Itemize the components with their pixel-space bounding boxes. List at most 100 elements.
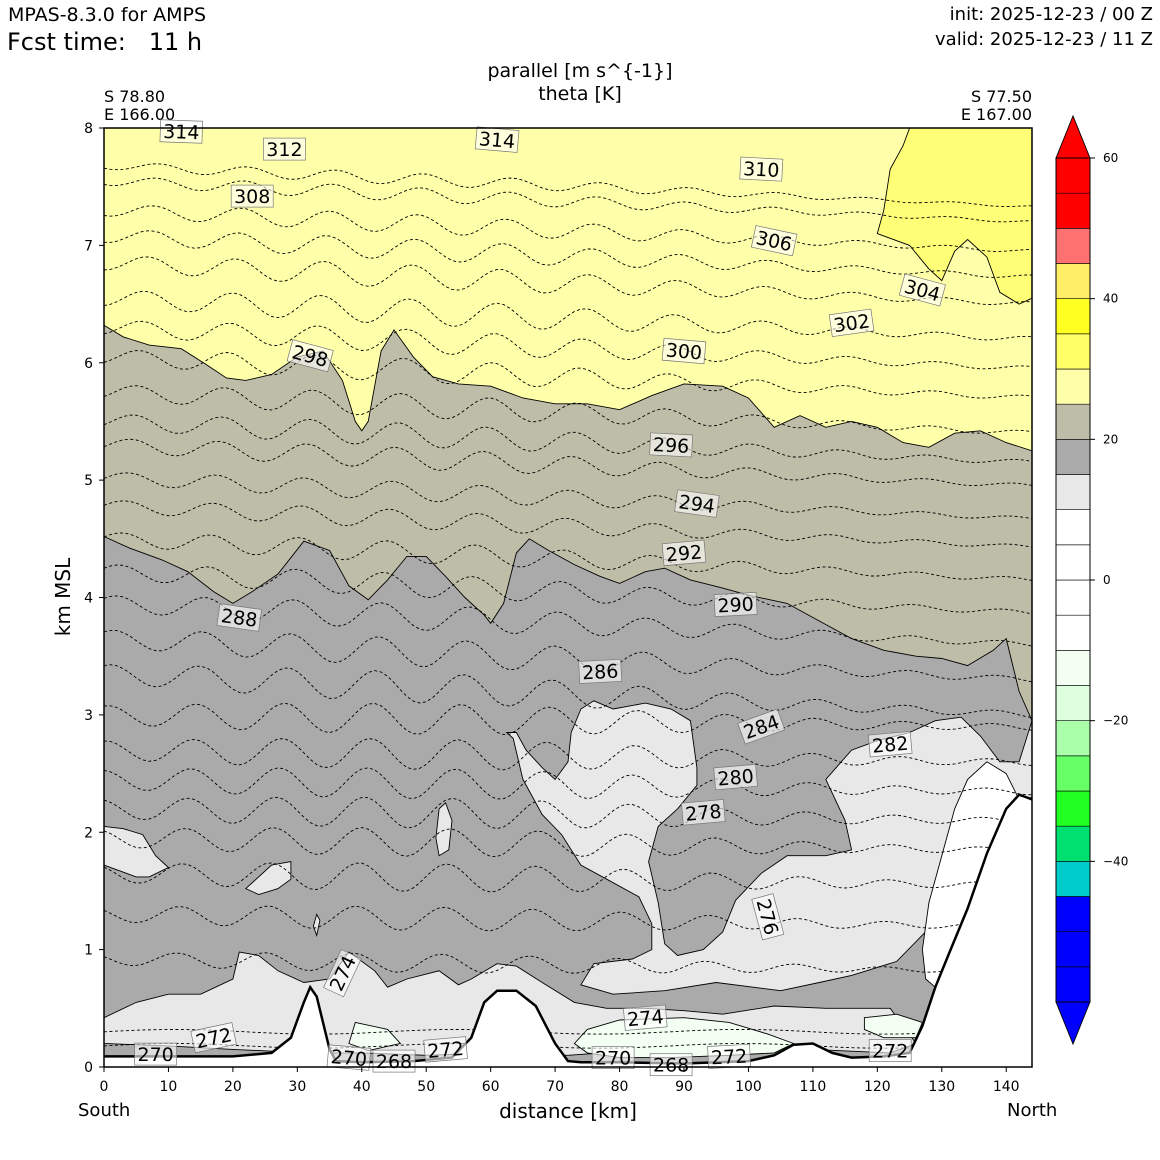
forecast-time-value: 11 h xyxy=(148,28,203,56)
theta-label: 290 xyxy=(713,592,758,618)
south-label: South xyxy=(78,1100,131,1121)
theta-contour-line xyxy=(104,629,1032,683)
theta-contour-line xyxy=(104,230,1032,278)
theta-label-box xyxy=(867,731,913,758)
chart-title-parallel: parallel [m s^{-1}] xyxy=(487,60,673,82)
forecast-time-label: Fcst time: xyxy=(7,28,126,56)
theta-label-text: 280 xyxy=(717,766,755,791)
forecast-time: Fcst time: 11 h xyxy=(7,28,202,56)
theta-label: 314 xyxy=(474,126,520,153)
theta-label-text: 274 xyxy=(626,1006,664,1031)
colorbar-tick-label: 0 xyxy=(1103,573,1111,587)
x-tick-label: 70 xyxy=(546,1079,564,1095)
colorbar-tick-label: 40 xyxy=(1103,292,1118,306)
theta-label-text: 270 xyxy=(137,1044,173,1066)
theta-label: 268 xyxy=(649,1053,693,1077)
theta-label: 278 xyxy=(681,799,726,826)
theta-label: 274 xyxy=(623,1004,668,1031)
theta-label: 272 xyxy=(423,1036,468,1063)
end-latitude: S 77.50 xyxy=(970,87,1032,106)
theta-contour-line xyxy=(104,862,1032,893)
theta-contour-line xyxy=(104,350,1032,399)
theta-label: 282 xyxy=(867,731,913,758)
theta-label-text: 292 xyxy=(665,541,703,566)
y-tick-label: 1 xyxy=(84,943,93,959)
region-light-green-west xyxy=(348,1021,402,1052)
theta-label-text: 290 xyxy=(717,594,754,618)
theta-contour-line xyxy=(104,320,1032,370)
theta-label-box xyxy=(216,603,263,632)
theta-label-text: 314 xyxy=(478,128,516,153)
y-tick-label: 7 xyxy=(84,238,93,254)
theta-contour-line xyxy=(104,177,1032,223)
theta-label-box xyxy=(190,1022,237,1054)
x-tick-label: 120 xyxy=(864,1079,891,1095)
theta-contour-line xyxy=(104,414,1032,463)
x-axis-label: distance [km] xyxy=(499,1099,637,1123)
theta-label-box xyxy=(751,893,785,941)
colorbar-segment xyxy=(1055,720,1091,757)
theta-label-text: 272 xyxy=(710,1045,747,1069)
theta-label-box xyxy=(737,708,786,745)
colorbar-segment xyxy=(1055,825,1091,862)
theta-contour-line xyxy=(104,205,1032,252)
x-tick-label: 110 xyxy=(800,1079,827,1095)
x-tick-label: 20 xyxy=(224,1079,242,1095)
x-tick-label: 140 xyxy=(993,1079,1020,1095)
theta-label: 314 xyxy=(159,119,204,144)
theta-label-box xyxy=(649,1053,693,1077)
x-tick-label: 100 xyxy=(735,1079,762,1095)
theta-label-box xyxy=(828,308,875,338)
theta-label-box xyxy=(263,137,306,161)
theta-contours xyxy=(104,163,1032,1049)
colorbar-segment xyxy=(1055,192,1091,229)
theta-label-text: 268 xyxy=(376,1051,412,1073)
x-tick-label: 40 xyxy=(353,1079,371,1095)
colorbar-segment xyxy=(1055,790,1091,827)
end-coordinates: S 77.50 E 167.00 xyxy=(961,88,1032,124)
theta-label: 302 xyxy=(828,308,875,338)
theta-label-box xyxy=(230,184,274,208)
colorbar-segment xyxy=(1055,896,1091,932)
colorbar-segment xyxy=(1055,579,1091,616)
theta-label-text: 296 xyxy=(652,434,689,458)
theta-label-text: 282 xyxy=(871,733,909,758)
theta-contour-line xyxy=(104,385,1032,434)
colorbar-segment xyxy=(1055,228,1091,264)
theta-label-text: 268 xyxy=(653,1055,689,1077)
theta-label: 288 xyxy=(216,603,263,632)
theta-contour-line xyxy=(104,500,1032,548)
theta-label: 308 xyxy=(230,184,274,208)
north-label: North xyxy=(1007,1100,1058,1121)
theta-label: 270 xyxy=(134,1042,177,1066)
y-tick-label: 4 xyxy=(84,591,93,607)
colorbar-segment xyxy=(1055,685,1091,721)
theta-label: 300 xyxy=(661,337,707,365)
colorbar-segment xyxy=(1055,755,1091,792)
colorbar-tick-label: −20 xyxy=(1103,714,1128,728)
colorbar-segment xyxy=(1055,861,1091,897)
theta-label-text: 314 xyxy=(163,121,200,144)
theta-contour-line xyxy=(104,472,1032,520)
x-tick-label: 80 xyxy=(611,1079,629,1095)
theta-label-box xyxy=(159,119,204,144)
colorbar-segment xyxy=(1055,474,1091,510)
theta-label-box xyxy=(739,156,784,182)
theta-label-text: 300 xyxy=(665,339,703,364)
theta-label-text: 270 xyxy=(595,1048,631,1070)
theta-label-text: 310 xyxy=(743,158,780,182)
x-tick-label: 60 xyxy=(482,1079,500,1095)
theta-label-box xyxy=(326,1044,372,1071)
theta-label-box xyxy=(868,1039,912,1062)
theta-label-box xyxy=(713,763,758,791)
chart-title-theta: theta [K] xyxy=(538,83,622,105)
region-light-gray-blob xyxy=(435,802,453,857)
theta-label-text: 272 xyxy=(427,1038,465,1063)
x-tick-label: 0 xyxy=(100,1079,109,1095)
theta-contour-line xyxy=(104,827,1032,857)
colorbar-tick-label: 20 xyxy=(1103,432,1118,446)
terrain-line xyxy=(104,793,1033,1065)
theta-label-text: 286 xyxy=(582,660,619,684)
terrain-mask xyxy=(104,794,1032,1067)
